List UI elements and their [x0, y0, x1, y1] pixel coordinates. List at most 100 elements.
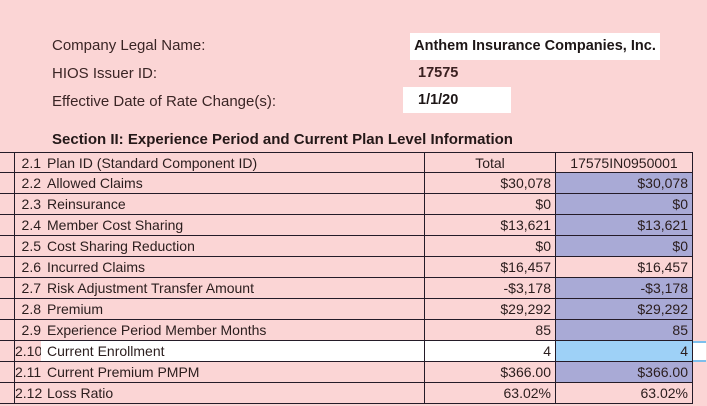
row-number: 2.4: [21, 217, 41, 233]
row-label-cell[interactable]: 2.9 Experience Period Member Months: [14, 320, 424, 341]
row-label-cell[interactable]: 2.3 Reinsurance: [14, 194, 424, 215]
table-row: 2.4 Member Cost Sharing $13,621 $13,621: [0, 215, 707, 236]
row-left-margin-cell: [0, 320, 14, 341]
row-right-margin-cell: [693, 257, 706, 278]
row-left-margin-cell: [0, 215, 14, 236]
row-number: 2.9: [21, 322, 41, 338]
plan-column-cell[interactable]: 85: [555, 320, 693, 341]
row-label: Loss Ratio: [47, 385, 114, 401]
hios-issuer-id-value[interactable]: 17575: [418, 65, 459, 81]
row-left-margin-cell: [0, 278, 14, 299]
total-column-cell[interactable]: 4: [424, 341, 555, 362]
rate-table: 2.1 Plan ID (Standard Component ID) Total 1…: [0, 152, 707, 404]
company-legal-name-field[interactable]: Anthem Insurance Companies, Inc.: [410, 33, 660, 60]
plan-column-cell[interactable]: 17575IN0950001: [555, 152, 693, 173]
row-left-margin-cell: [0, 257, 14, 278]
row-label: Current Enrollment: [41, 341, 424, 361]
row-number: 2.8: [21, 301, 41, 317]
row-number: 2.6: [21, 259, 41, 275]
table-row: 2.3 Reinsurance $0 $0: [0, 194, 707, 215]
table-row: 2.5 Cost Sharing Reduction $0 $0: [0, 236, 707, 257]
row-left-margin-cell: [0, 194, 14, 215]
total-column-cell[interactable]: $0: [424, 194, 555, 215]
row-left-margin-cell: [0, 383, 14, 404]
row-left-margin-cell: [0, 341, 14, 362]
row-right-margin-cell: [693, 152, 706, 173]
row-right-margin-cell: [693, 320, 706, 341]
row-right-margin-cell: [693, 215, 706, 236]
total-column-cell[interactable]: $30,078: [424, 173, 555, 194]
row-label-cell[interactable]: 2.5 Cost Sharing Reduction: [14, 236, 424, 257]
row-number: 2.11: [15, 364, 42, 380]
row-label: Risk Adjustment Transfer Amount: [47, 280, 254, 296]
total-column-cell[interactable]: $16,457: [424, 257, 555, 278]
row-label: Cost Sharing Reduction: [47, 238, 195, 254]
total-column-cell[interactable]: 63.02%: [424, 383, 555, 404]
row-label-cell[interactable]: 2.12 Loss Ratio: [14, 383, 424, 404]
row-label-cell[interactable]: 2.4 Member Cost Sharing: [14, 215, 424, 236]
row-number: 2.5: [21, 238, 41, 254]
row-left-margin-cell: [0, 362, 14, 383]
total-column-cell[interactable]: Total: [424, 152, 555, 173]
table-row: 2.7 Risk Adjustment Transfer Amount -$3,17…: [0, 278, 707, 299]
row-label-cell[interactable]: 2.7 Risk Adjustment Transfer Amount: [14, 278, 424, 299]
total-column-cell[interactable]: $366.00: [424, 362, 555, 383]
row-right-margin-cell: [693, 383, 706, 404]
plan-column-cell[interactable]: $16,457: [555, 257, 693, 278]
row-number: 2.7: [21, 280, 41, 296]
row-label: Allowed Claims: [47, 175, 143, 191]
row-number: 2.3: [21, 196, 41, 212]
row-label: Current Premium PMPM: [47, 364, 200, 380]
effective-date-label: Effective Date of Rate Change(s):: [52, 93, 277, 110]
plan-column-cell[interactable]: $29,292: [555, 299, 693, 320]
row-number: 2.2: [21, 175, 41, 191]
plan-column-cell[interactable]: -$3,178: [555, 278, 693, 299]
table-row: 2.9 Experience Period Member Months 85 85: [0, 320, 707, 341]
hios-issuer-id-label: HIOS Issuer ID:: [52, 65, 158, 82]
table-row: 2.1 Plan ID (Standard Component ID) Total 1…: [0, 152, 707, 173]
row-left-margin-cell: [0, 236, 14, 257]
row-label: Reinsurance: [47, 196, 126, 212]
row-label: Member Cost Sharing: [47, 217, 184, 233]
row-left-margin-cell: [0, 152, 14, 173]
row-label: Plan ID (Standard Component ID): [47, 154, 258, 171]
total-column-cell[interactable]: $13,621: [424, 215, 555, 236]
table-row: 2.2 Allowed Claims $30,078 $30,078: [0, 173, 707, 194]
table-row: 2.6 Incurred Claims $16,457 $16,457: [0, 257, 707, 278]
row-right-margin-cell: [693, 236, 706, 257]
row-number: 2.10: [15, 343, 43, 359]
row-label-cell[interactable]: 2.6 Incurred Claims: [14, 257, 424, 278]
total-column-cell[interactable]: $0: [424, 236, 555, 257]
row-label: Incurred Claims: [47, 259, 146, 275]
plan-column-cell[interactable]: $13,621: [555, 215, 693, 236]
company-legal-name-label: Company Legal Name:: [52, 37, 206, 54]
row-label-cell[interactable]: 2.8 Premium: [14, 299, 424, 320]
plan-column-cell[interactable]: 4: [555, 341, 693, 362]
table-row: 2.11 Current Premium PMPM $366.00 $366.00: [0, 362, 707, 383]
row-label-cell[interactable]: 2.2 Allowed Claims: [14, 173, 424, 194]
row-right-margin-cell: [693, 299, 706, 320]
plan-column-cell[interactable]: $0: [555, 194, 693, 215]
row-label: Experience Period Member Months: [47, 322, 267, 338]
plan-column-cell[interactable]: $366.00: [555, 362, 693, 383]
plan-column-cell[interactable]: $30,078: [555, 173, 693, 194]
plan-column-cell[interactable]: 63.02%: [555, 383, 693, 404]
effective-date-field[interactable]: 1/1/20: [403, 87, 511, 113]
row-right-margin-cell: [693, 194, 706, 215]
total-column-cell[interactable]: $29,292: [424, 299, 555, 320]
row-left-margin-cell: [0, 299, 14, 320]
total-column-cell[interactable]: 85: [424, 320, 555, 341]
row-label-cell[interactable]: 2.11 Current Premium PMPM: [14, 362, 424, 383]
row-label-cell[interactable]: 2.1 Plan ID (Standard Component ID): [14, 152, 424, 173]
total-column-cell[interactable]: -$3,178: [424, 278, 555, 299]
row-label-cell[interactable]: 2.10 Current Enrollment: [14, 341, 424, 362]
plan-column-cell[interactable]: $0: [555, 236, 693, 257]
row-number: 2.12: [15, 385, 43, 401]
row-number: 2.1: [21, 154, 41, 171]
row-right-margin-cell: [693, 341, 706, 362]
row-label: Premium: [47, 301, 104, 317]
table-row: 2.12 Loss Ratio 63.02% 63.02%: [0, 383, 707, 404]
row-right-margin-cell: [693, 362, 706, 383]
table-row: 2.10 Current Enrollment 4 4: [0, 341, 707, 362]
